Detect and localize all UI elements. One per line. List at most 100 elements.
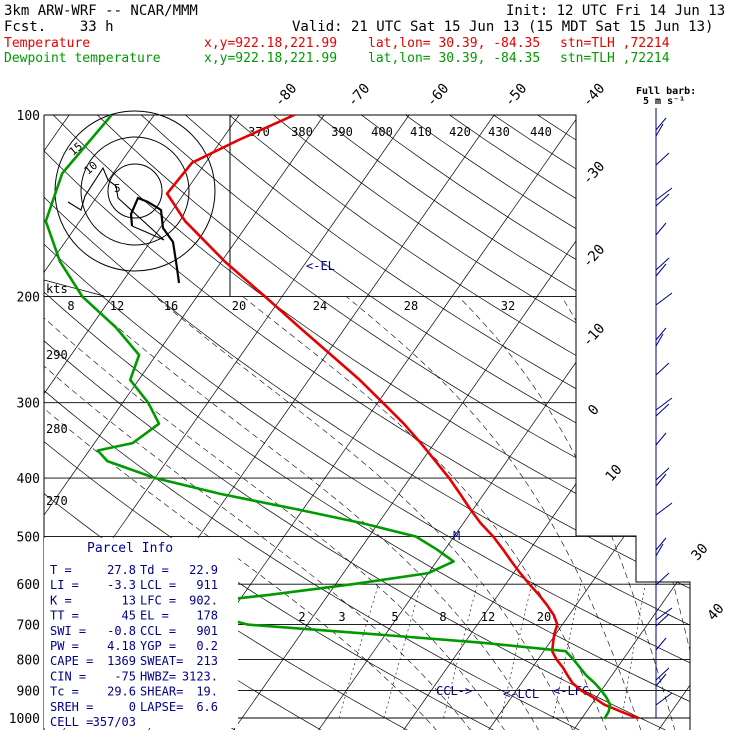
parcel-row-label: LCL = <box>140 578 176 592</box>
parcel-row-value: 6.6 <box>196 700 218 714</box>
wind-barb-tick <box>655 193 670 207</box>
parcel-row-value: 902. <box>189 593 218 607</box>
wind-barb <box>655 292 673 306</box>
dewpoint-profile <box>44 115 612 720</box>
hodograph-ring <box>80 136 190 246</box>
parcel-row-value: 3123. <box>182 669 218 683</box>
dry-adiabat <box>273 115 690 730</box>
wind-barb-tick <box>655 403 670 417</box>
forecast-hour: Fcst. 33 h <box>4 19 114 35</box>
parcel-info-panel: Parcel Info T = 27.8 Td = 22.9 LI = -3.3 LCL = 9… <box>44 538 238 729</box>
isotherm-label: -60 <box>424 81 453 111</box>
dry-adiabat <box>44 115 690 730</box>
isotherm-line <box>44 115 240 730</box>
isotherm-label: 10 <box>602 462 625 485</box>
wind-barb <box>655 667 670 681</box>
hodograph-ring <box>54 110 216 272</box>
barb-legend-title: Full barb: <box>636 86 696 97</box>
theta-e-label: 400 <box>371 125 393 139</box>
dry-adiabat <box>537 115 690 730</box>
hodograph-ring <box>107 163 163 219</box>
dewpoint-legend-name: Dewpoint temperature <box>4 51 161 66</box>
init-time: Init: 12 UTC Fri 14 Jun 13 <box>506 3 726 19</box>
wind-barb <box>655 432 667 446</box>
temperature-legend-xy: x,y=922.18,221.99 <box>204 36 338 51</box>
temperature-legend-latlon: lat,lon= 30.39, -84.35 <box>368 36 541 51</box>
parcel-row-value: 357/03 <box>93 715 136 729</box>
isotherm-label: -80 <box>272 81 301 111</box>
isotherm-line <box>572 115 690 730</box>
parcel-panel-bg <box>44 538 238 728</box>
parcel-info-title: Parcel Info <box>87 541 173 556</box>
parcel-row-value: 19. <box>196 685 218 699</box>
parcel-row-label: SWI = <box>50 624 86 638</box>
pressure-tick-200: 200 <box>17 291 40 306</box>
parcel-row-label: CAPE = <box>50 654 93 668</box>
parcel-row-value: 178 <box>196 609 218 623</box>
pressure-tick-600: 600 <box>17 578 40 593</box>
wind-barb-tick <box>655 473 667 487</box>
mid-marker: M <box>453 529 460 543</box>
parcel-row-label: TT = <box>50 609 79 623</box>
wind-barb <box>655 502 673 516</box>
theta-e-label: 380 <box>291 125 313 139</box>
hodograph-trace-upper <box>67 166 165 241</box>
parcel-row-label: HWBZ= <box>140 669 176 683</box>
dry-adiabat <box>185 115 690 730</box>
isotherm-label: 0 <box>585 402 603 419</box>
hodograph-ring-label: 5 <box>114 182 121 195</box>
pressure-tick-700: 700 <box>17 619 40 634</box>
temperature-legend-name: Temperature <box>4 36 91 51</box>
model-title: 3km ARW-WRF -- NCAR/MMM <box>4 3 198 19</box>
theta-e-label: 430 <box>488 125 510 139</box>
parcel-row-value: 0 <box>129 700 136 714</box>
parcel-row-label: CIN = <box>50 669 86 683</box>
moist-adiabat <box>346 296 642 730</box>
parcel-row-value: 1369 <box>107 654 136 668</box>
parcel-row-value: 901 <box>196 624 218 638</box>
mixing-ratio-label: 20 <box>537 610 551 624</box>
parcel-row-label: T = <box>50 563 72 577</box>
pressure-tick-300: 300 <box>17 397 40 412</box>
moist-adiabat <box>81 296 540 730</box>
parcel-row-label: SREH = <box>50 700 93 714</box>
wind-barb <box>655 467 670 481</box>
isotherm-label: -10 <box>580 321 609 351</box>
parcel-row-value: 213 <box>196 654 218 668</box>
dry-adiabat <box>493 115 690 730</box>
parcel-row-label: YGP = <box>140 639 176 653</box>
temperature-legend-station: stn=TLH ,72214 <box>560 36 670 51</box>
frame-outline <box>44 114 691 730</box>
pressure-tick-500: 500 <box>17 530 40 545</box>
wind-barb <box>655 222 667 236</box>
isotherm-line <box>402 115 690 730</box>
parcel-row-label: LAPSE= <box>140 700 183 714</box>
theta-e-label: 390 <box>331 125 353 139</box>
mixing-ratio-line <box>621 584 646 719</box>
dry-adiabat <box>44 115 690 730</box>
mixing-ratio-label: 12 <box>481 610 495 624</box>
parcel-row-value: 4.18 <box>107 639 136 653</box>
hodograph-speed-label: kts <box>46 282 68 296</box>
valid-time: Valid: 21 UTC Sat 15 Jun 13 (15 MDT Sat … <box>292 19 714 35</box>
pressure-tick-100: 100 <box>17 109 40 124</box>
hodograph-tick <box>43 279 105 297</box>
parcel-row-value: -0.8 <box>107 624 136 638</box>
theta-e-label: 440 <box>530 125 552 139</box>
parcel-row-value: 0.2 <box>196 639 218 653</box>
isotherm-label: 40 <box>704 601 727 624</box>
moist-adiabat <box>242 296 608 730</box>
theta-e-label: 420 <box>449 125 471 139</box>
isotherm-label: -30 <box>580 159 609 189</box>
wind-barb <box>655 152 670 166</box>
speed-tick-label: 24 <box>313 299 327 313</box>
dry-adiabat <box>141 115 690 730</box>
speed-tick-label: 28 <box>404 299 418 313</box>
isotherm-line <box>44 115 325 730</box>
isotherm-label: -70 <box>345 81 374 111</box>
wind-barb <box>655 187 673 201</box>
isotherm-line <box>487 115 690 730</box>
isotherm-line <box>317 115 690 730</box>
barb-legend-unit: 5 m s⁻¹ <box>643 96 685 107</box>
